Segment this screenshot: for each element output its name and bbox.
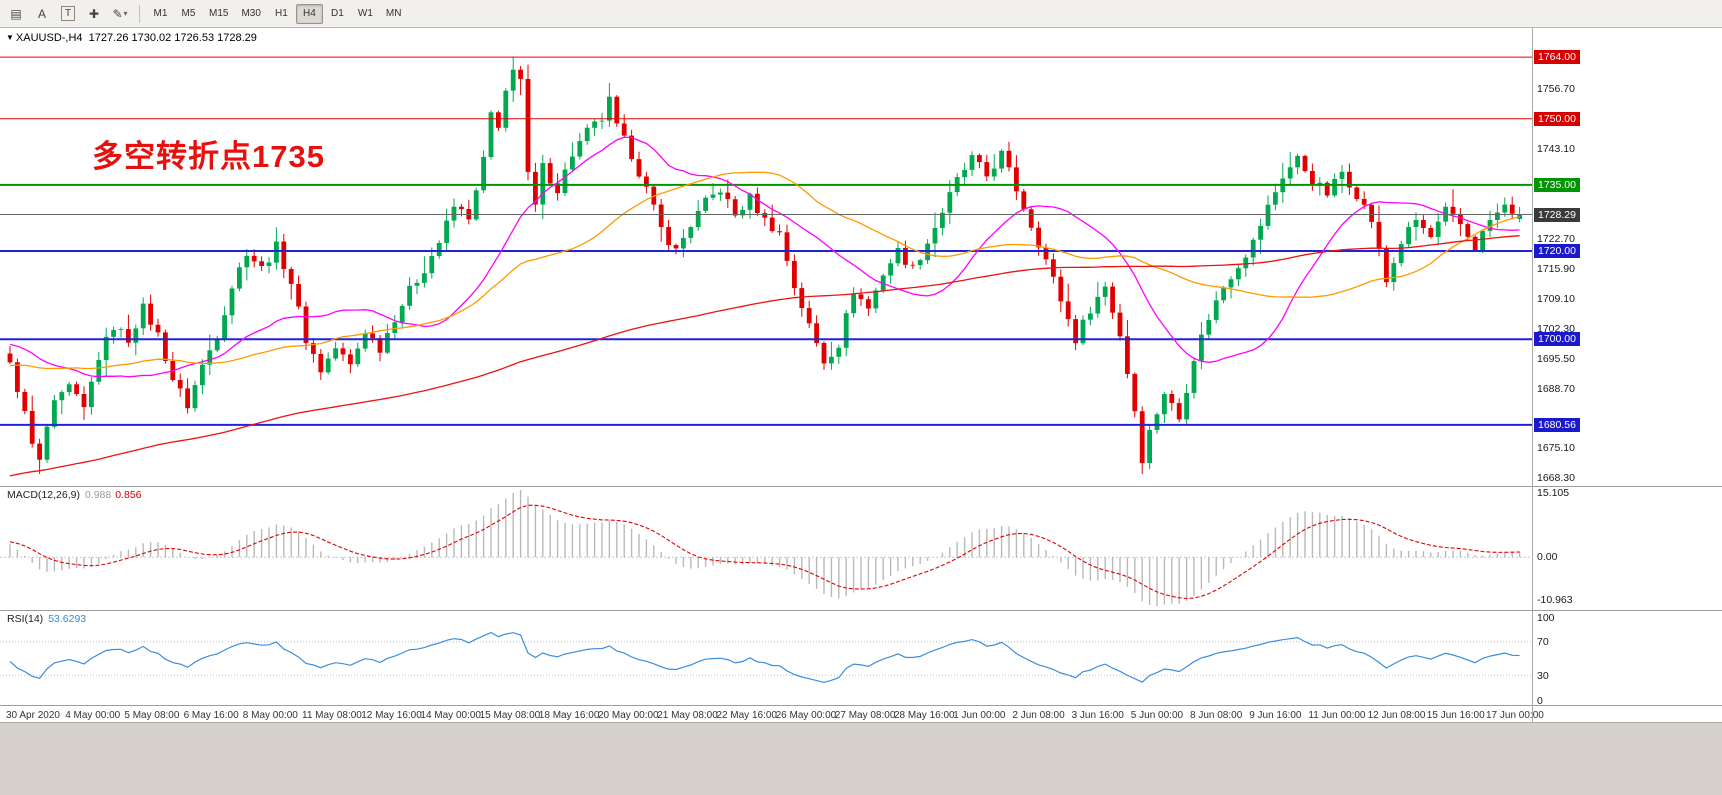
draw-tool-button[interactable]: ✎ ▾ <box>108 3 132 25</box>
timeframe-mn-button[interactable]: MN <box>385 8 402 19</box>
price-badge: 1735.00 <box>1534 177 1580 192</box>
price-badge: 1728.29 <box>1534 207 1580 222</box>
time-label: 15 Jun 16:00 <box>1426 710 1485 721</box>
text-icon: A <box>37 6 46 21</box>
text-tool-button[interactable]: A <box>30 3 54 25</box>
price-badge: 1680.56 <box>1534 417 1580 432</box>
charts-icon: ▤ <box>10 6 22 21</box>
time-label: 6 May 16:00 <box>183 710 239 721</box>
price-tick: 1715.90 <box>1537 262 1575 275</box>
price-tick: 1702.30 <box>1537 322 1575 335</box>
time-label: 8 May 00:00 <box>242 710 298 721</box>
charts-tool-button[interactable]: ▤ <box>4 3 28 25</box>
macd-axis-label: -10.963 <box>1537 594 1573 606</box>
timeframe-h4-button[interactable]: H4 <box>295 3 323 24</box>
toolbar: ▤ A T ✚ ✎ ▾ M1 M5 M15 M30 H1 H4 D1 W1 MN <box>0 0 1722 28</box>
chevron-down-icon: ▾ <box>123 9 128 18</box>
price-tick: 1675.10 <box>1537 442 1575 455</box>
time-label: 20 May 00:00 <box>598 710 659 721</box>
time-label: 12 May 16:00 <box>361 710 422 721</box>
rsi-axis-label: 0 <box>1537 694 1543 707</box>
time-label: 15 May 08:00 <box>479 710 541 721</box>
time-label: 3 Jun 16:00 <box>1071 710 1124 721</box>
time-label: 12 Jun 08:00 <box>1367 710 1426 721</box>
time-label: 28 May 16:00 <box>894 710 955 721</box>
timeframe-h1-button[interactable]: H1 <box>275 8 288 19</box>
macd-value-main: 0.988 <box>84 489 112 501</box>
draw-icon: ✎ <box>112 6 123 21</box>
timeframe-buttons: M1 M5 M15 M30 H1 H4 D1 W1 MN <box>147 3 407 24</box>
macd-name: MACD(12,26,9) <box>7 489 80 501</box>
price-tick: 1756.70 <box>1537 82 1575 95</box>
time-label: 21 May 08:00 <box>657 710 718 721</box>
timeframe-m1-button[interactable]: M1 <box>153 8 168 19</box>
time-label: 1 Jun 00:00 <box>953 710 1006 721</box>
chart-annotation: 多空转折点1735 <box>92 139 325 174</box>
rsi-axis-label: 70 <box>1537 636 1549 649</box>
chart-ohlc: 1727.26 1730.02 1726.53 1728.29 <box>88 32 257 44</box>
timeframe-d1-button[interactable]: D1 <box>331 8 344 19</box>
rsi-value: 53.6293 <box>48 613 87 625</box>
rsi-axis-label: 30 <box>1537 669 1549 682</box>
chart-canvas[interactable] <box>0 28 1722 722</box>
price-badge: 1700.00 <box>1534 332 1580 347</box>
price-tick: 1695.50 <box>1537 352 1575 365</box>
window-background <box>0 722 1722 795</box>
time-label: 17 Jun 00:00 <box>1486 710 1544 721</box>
rsi-name: RSI(14) <box>7 613 44 625</box>
price-tick: 1709.10 <box>1537 292 1575 305</box>
time-label: 14 May 00:00 <box>420 710 481 721</box>
toolbar-tools: ▤ A T ✚ ✎ ▾ <box>4 3 132 25</box>
time-label: 18 May 16:00 <box>538 710 600 721</box>
time-label: 2 Jun 08:00 <box>1012 710 1065 721</box>
price-badge: 1764.00 <box>1534 50 1580 65</box>
time-label: 26 May 00:00 <box>775 710 837 721</box>
price-tick: 1722.70 <box>1537 232 1575 245</box>
rsi-axis-label: 100 <box>1537 611 1555 624</box>
timeframe-w1-button[interactable]: W1 <box>357 8 373 19</box>
time-label: 11 Jun 00:00 <box>1308 710 1366 721</box>
price-tick: 1688.70 <box>1537 382 1575 395</box>
time-label: 4 May 00:00 <box>65 710 121 721</box>
macd-label: MACD(12,26,9) 0.988 0.856 <box>7 489 142 501</box>
time-label: 8 Jun 08:00 <box>1190 710 1243 721</box>
time-label: 11 May 08:00 <box>302 710 362 721</box>
timeframe-m5-button[interactable]: M5 <box>181 8 196 19</box>
time-label: 30 Apr 2020 <box>6 710 60 721</box>
price-badge: 1750.00 <box>1534 111 1580 126</box>
time-label: 9 Jun 16:00 <box>1249 710 1302 721</box>
symbol-marker-icon: ▼ <box>6 33 14 42</box>
timeframe-m15-button[interactable]: M15 <box>209 8 229 19</box>
chart-window[interactable]: ▼ XAUUSD-,H4 1727.26 1730.02 1726.53 1728… <box>0 28 1722 722</box>
time-label: 22 May 16:00 <box>716 710 777 721</box>
time-label: 27 May 08:00 <box>834 710 896 721</box>
crosshair-tool-button[interactable]: ✚ <box>82 3 106 25</box>
crosshair-icon: ✚ <box>88 6 100 21</box>
time-label: 5 Jun 00:00 <box>1130 710 1184 721</box>
label-icon: T <box>60 6 76 21</box>
price-tick: 1743.10 <box>1537 142 1575 155</box>
macd-axis-label: 0.00 <box>1537 551 1558 564</box>
price-badge: 1720.00 <box>1534 244 1580 259</box>
timeframe-m30-button[interactable]: M30 <box>241 8 261 19</box>
label-tool-button[interactable]: T <box>56 3 80 25</box>
price-tick: 1668.30 <box>1537 472 1575 485</box>
chart-title: ▼ XAUUSD-,H4 1727.26 1730.02 1726.53 1728… <box>6 32 257 44</box>
toolbar-separator <box>139 4 140 23</box>
rsi-label: RSI(14) 53.6293 <box>7 613 86 625</box>
chart-symbol: XAUUSD-,H4 <box>15 32 83 44</box>
macd-axis-label: 15.105 <box>1537 487 1570 499</box>
macd-value-signal: 0.856 <box>115 489 142 501</box>
time-label: 5 May 08:00 <box>124 710 180 721</box>
